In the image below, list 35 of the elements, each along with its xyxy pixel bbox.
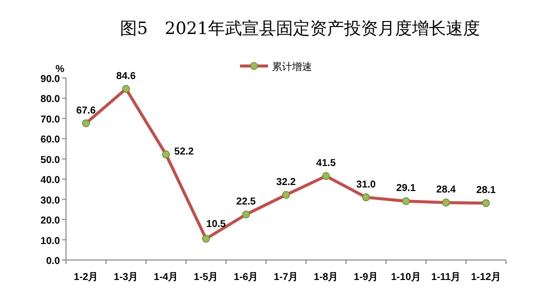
y-tick-label: 50.0 — [40, 154, 60, 166]
y-axis-title: % — [56, 64, 65, 75]
x-tick-label: 1-10月 — [390, 272, 422, 283]
x-tick-label: 1-9月 — [354, 272, 378, 283]
data-label: 22.5 — [236, 196, 256, 208]
x-tick-label: 1-2月 — [74, 272, 98, 283]
y-tick-label: 80.0 — [40, 94, 60, 106]
x-tick-label: 1-7月 — [274, 272, 298, 283]
x-tick-label: 1-4月 — [154, 272, 178, 283]
y-tick-label: 60.0 — [40, 134, 60, 146]
data-label: 28.4 — [436, 184, 456, 196]
x-tick-label: 1-5月 — [194, 272, 218, 283]
data-label: 10.5 — [206, 218, 226, 230]
x-tick-label: 1-12月 — [470, 272, 502, 283]
chart-title: 图5 2021年武宣县固定资产投资月度增长速度 — [120, 19, 480, 39]
y-tick-label: 10.0 — [40, 236, 60, 247]
data-label: 41.5 — [316, 158, 336, 170]
data-label: 52.2 — [174, 146, 194, 158]
legend-label: 累计增速 — [272, 61, 312, 73]
data-label: 31.0 — [356, 179, 376, 190]
data-label: 67.6 — [76, 105, 96, 116]
x-tick-label: 1-3月 — [114, 272, 138, 283]
y-tick-label: 20.0 — [40, 216, 60, 227]
y-tick-label: 0.0 — [46, 256, 60, 267]
x-tick-label: 1-6月 — [234, 272, 258, 283]
y-tick-label: 30.0 — [40, 195, 60, 206]
y-tick-label: 90.0 — [40, 74, 60, 85]
data-label: 29.1 — [396, 183, 416, 194]
x-tick-label: 1-8月 — [314, 272, 338, 283]
data-label: 84.6 — [116, 70, 136, 82]
data-label: 32.2 — [276, 176, 296, 188]
y-tick-label: 40.0 — [40, 175, 60, 186]
y-tick-label: 70.0 — [40, 114, 60, 126]
x-tick-label: 1-11月 — [431, 272, 461, 283]
data-label: 28.1 — [476, 185, 496, 196]
